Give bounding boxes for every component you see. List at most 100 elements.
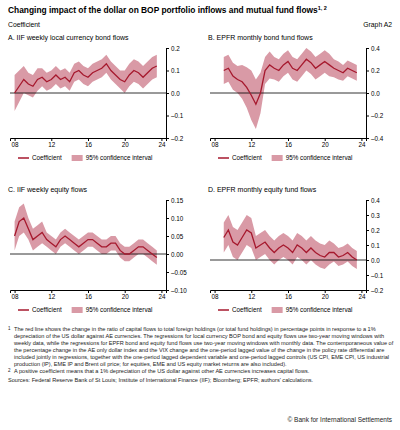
x-tick-label: 16 (85, 293, 93, 300)
x-tick-label: 08 (212, 141, 220, 148)
plot-area (10, 204, 166, 265)
panel-title: B. EPFR monthly bond fund flows (208, 34, 313, 42)
y-tick-mark (366, 71, 369, 72)
y-tick-label: 0.0 (171, 90, 180, 97)
legend-label: Coefficient (232, 306, 262, 313)
y-axis: –0.4–0.20.00.20.4 (366, 45, 384, 142)
y-tick-mark (366, 48, 369, 49)
legend-label: 95% confidence interval (286, 154, 353, 161)
coefficient-line (15, 218, 157, 258)
y-tick-label: 0.00 (171, 251, 184, 258)
y-axis: –0.2–0.10.00.10.2 (166, 45, 184, 142)
x-tick-label: 12 (48, 141, 56, 148)
y-tick-label: 0.05 (171, 233, 184, 240)
y-tick-label: 0.3 (371, 212, 380, 219)
legend: Coefficient95% confidence interval (18, 306, 153, 313)
x-tick-label: 20 (122, 293, 130, 300)
confidence-band (224, 215, 357, 269)
x-tick-label: 24 (358, 141, 366, 148)
y-tick-mark (366, 245, 369, 246)
x-tick: 12 (248, 290, 256, 300)
y-tick-mark (166, 71, 169, 72)
x-tick: 16 (85, 138, 93, 148)
confidence-band (15, 204, 157, 265)
legend-label: Coefficient (232, 154, 262, 161)
y-tick: 0.1 (366, 242, 380, 249)
footnote: 2A positive coefficient means that a 1% … (8, 368, 394, 375)
y-tick: –0.05 (166, 269, 187, 276)
legend-swatch (18, 309, 29, 311)
y-tick-mark (166, 48, 169, 49)
x-tick: 08 (12, 290, 20, 300)
y-tick: –0.1 (166, 112, 184, 119)
sources: Sources: Federal Reserve Bank of St Loui… (8, 377, 394, 384)
y-tick: 0.05 (166, 233, 184, 240)
y-axis: –0.10 –0.05 0.00 0.05 0.10 0.15 (166, 197, 187, 294)
x-tick-label: 24 (358, 293, 366, 300)
y-axis-line (367, 201, 370, 291)
y-tick: 0.15 (166, 197, 184, 204)
y-tick-mark (166, 254, 169, 255)
x-tick-label: 16 (85, 141, 93, 148)
y-tick: –0.10 (166, 287, 187, 294)
panel: D. EPFR monthly equity fund flows–0.2–0.… (208, 186, 384, 313)
footnote-text: The red line shows the change in the rat… (14, 326, 394, 367)
zero-line (10, 254, 166, 255)
y-tick-label: 0.2 (371, 67, 380, 74)
x-tick: 12 (48, 138, 56, 148)
x-axis: 0812162024 (11, 138, 167, 148)
x-tick-label: 20 (322, 141, 330, 148)
confidence-band (224, 48, 357, 129)
y-tick-label: 0.1 (171, 67, 180, 74)
plot-area (210, 215, 366, 269)
legend-item: Coefficient (218, 306, 262, 313)
y-tick-label: 0.0 (371, 90, 380, 97)
chart-svg: Changing impact of the dollar on BOP por… (0, 0, 400, 326)
legend-swatch (18, 157, 29, 159)
y-tick-mark (366, 260, 369, 261)
y-tick-mark (366, 116, 369, 117)
x-tick: 08 (212, 290, 220, 300)
footnote-text: A positive coefficient means that a 1% d… (14, 368, 309, 375)
x-tick: 24 (158, 290, 166, 300)
legend-swatch (272, 307, 283, 313)
zero-line (210, 93, 366, 94)
y-tick-mark (366, 275, 369, 276)
footnote: 1The red line shows the change in the ra… (8, 326, 394, 367)
y-tick-mark (166, 272, 169, 273)
footnote-marker: 2 (8, 368, 14, 375)
y-tick-mark (166, 236, 169, 237)
title-note: 1, 2 (318, 5, 327, 11)
legend-item: Coefficient (218, 154, 262, 161)
coefficient-line (224, 230, 357, 260)
y-tick: 0.10 (166, 215, 184, 222)
y-tick-label: –0.2 (371, 112, 384, 119)
panel-title: A. IIF weekly local currency bond flows (8, 34, 129, 42)
x-tick-label: 12 (48, 293, 56, 300)
legend-label: Coefficient (32, 154, 62, 161)
legend-swatch (72, 155, 83, 161)
y-tick: 0.00 (166, 251, 184, 258)
y-tick-label: 0.10 (171, 215, 184, 222)
y-tick: 0.2 (166, 45, 180, 52)
x-tick-label: 16 (285, 293, 293, 300)
y-axis-line (167, 49, 170, 139)
y-tick-label: 0.1 (371, 242, 380, 249)
y-tick-mark (366, 215, 369, 216)
y-tick-label: –0.4 (371, 135, 384, 142)
y-tick: 0.0 (366, 90, 380, 97)
legend-item: 95% confidence interval (272, 154, 353, 161)
x-axis: 0812162024 (211, 290, 367, 300)
x-tick: 24 (358, 138, 366, 148)
legend: Coefficient95% confidence interval (18, 154, 153, 161)
x-tick: 24 (358, 290, 366, 300)
x-tick: 08 (212, 138, 220, 148)
y-tick-mark (166, 200, 169, 201)
legend: Coefficient95% confidence interval (218, 306, 353, 313)
y-tick-label: –0.1 (371, 272, 384, 279)
panel: B. EPFR monthly bond fund flows –0.4 –0.2 0… (208, 34, 384, 161)
x-tick: 16 (85, 290, 93, 300)
legend-item: 95% confidence interval (72, 306, 153, 313)
panel-title: C. IIF weekly equity flows (8, 186, 87, 194)
x-tick: 16 (285, 290, 293, 300)
